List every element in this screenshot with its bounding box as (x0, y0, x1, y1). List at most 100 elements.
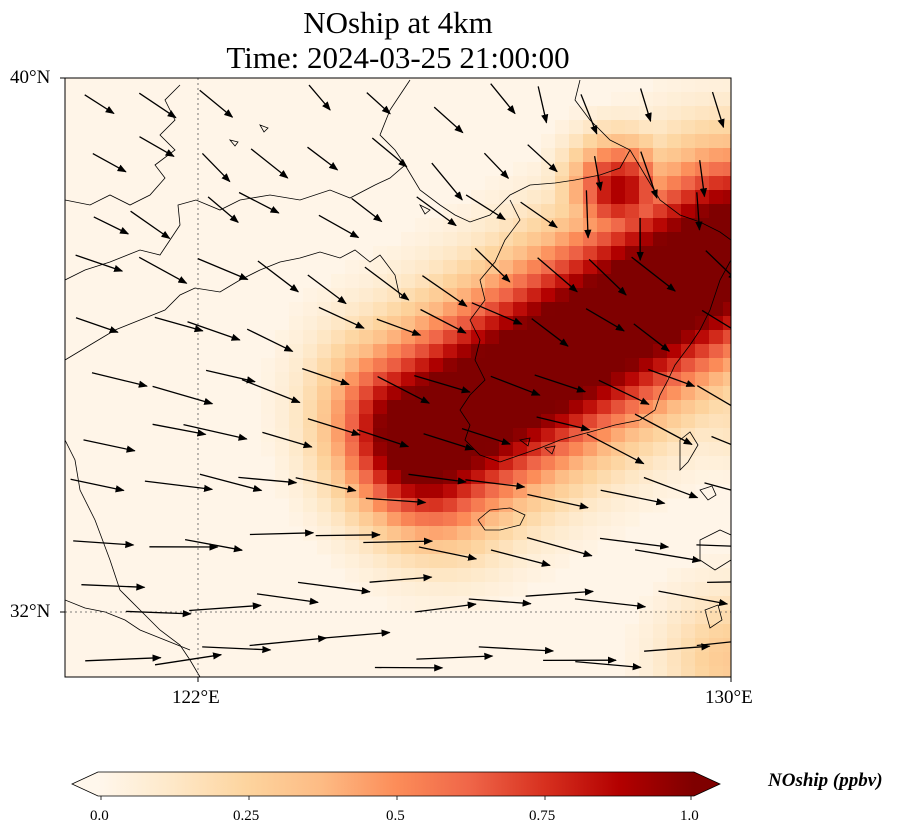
field-cell (569, 456, 584, 471)
field-cell (667, 106, 682, 121)
field-cell (681, 568, 696, 583)
field-cell (667, 92, 682, 107)
field-cell (373, 512, 388, 527)
field-cell (359, 414, 374, 429)
field-cell (541, 134, 556, 149)
field-cell (695, 134, 710, 149)
field-cell (401, 358, 416, 373)
field-cell (639, 344, 654, 359)
wind-arrow (423, 433, 475, 451)
field-cell (541, 456, 556, 471)
field-cell (583, 148, 598, 163)
field-cell (513, 498, 528, 513)
field-cell (555, 400, 570, 415)
field-cell (471, 372, 486, 387)
field-cell (569, 148, 584, 163)
wind-arrow (633, 323, 671, 352)
field-cell (653, 92, 668, 107)
field-cell (373, 540, 388, 555)
field-cell (499, 274, 514, 289)
field-cell (625, 218, 640, 233)
field-cell (639, 470, 654, 485)
wind-arrow (414, 601, 477, 613)
field-cell (387, 456, 402, 471)
field-cell (289, 442, 304, 457)
wind-arrow (295, 477, 357, 493)
field-cell (681, 274, 696, 289)
field-cell (541, 540, 556, 555)
field-cell (415, 498, 430, 513)
lon-tick-label-130E: 130°E (705, 687, 753, 708)
wind-arrow (318, 306, 365, 329)
chart-title: NOship at 4km (303, 5, 493, 40)
field-cell (303, 302, 318, 317)
field-cell (583, 120, 598, 135)
field-cell (359, 498, 374, 513)
gridlines (65, 78, 731, 677)
field-cell (569, 190, 584, 205)
coastline-korea-east (629, 149, 731, 241)
field-cell (485, 596, 500, 611)
field-cell (625, 92, 640, 107)
field-cell (555, 190, 570, 205)
field-cell (303, 512, 318, 527)
field-cell (443, 302, 458, 317)
field-cell (625, 274, 640, 289)
field-cell (443, 246, 458, 261)
field-cell (387, 568, 402, 583)
field-cell (401, 484, 416, 499)
wind-arrow (250, 148, 289, 179)
field-cell (709, 666, 724, 677)
field-cell (401, 386, 416, 401)
field-cell (485, 540, 500, 555)
wind-arrow (257, 260, 300, 293)
field-cell (471, 456, 486, 471)
field-cell (387, 330, 402, 345)
field-cell (387, 526, 402, 541)
field-cell (443, 428, 458, 443)
field-cell (639, 484, 654, 499)
field-cell (415, 246, 430, 261)
field-cell (317, 330, 332, 345)
field-cell (429, 582, 444, 597)
field-cell (499, 456, 514, 471)
map-panel[interactable] (65, 78, 772, 681)
field-cell (527, 372, 542, 387)
field-cell (653, 78, 668, 93)
lon-tick-label-122E: 122°E (172, 687, 220, 708)
wind-arrow (138, 256, 188, 284)
field-cell (611, 204, 626, 219)
field-cell (415, 512, 430, 527)
field-cell (261, 372, 276, 387)
field-cell (569, 358, 584, 373)
field-cell (401, 596, 416, 611)
field-cell (485, 470, 500, 485)
field-cell (429, 400, 444, 415)
field-cell (415, 400, 430, 415)
wind-arrow (144, 480, 214, 493)
field-cell (317, 512, 332, 527)
field-cell (471, 288, 486, 303)
field-cell (443, 414, 458, 429)
field-cell (527, 442, 542, 457)
wind-arrow (468, 598, 532, 607)
field-cell (639, 456, 654, 471)
field-cell (527, 162, 542, 177)
field-cell (443, 344, 458, 359)
field-cell (499, 386, 514, 401)
field-cell (709, 610, 724, 625)
wind-arrow (644, 643, 711, 652)
field-cell (681, 582, 696, 597)
field-cell (457, 358, 472, 373)
field-cell (513, 204, 528, 219)
wind-arrow (376, 318, 422, 336)
field-cell (569, 470, 584, 485)
field-cell (289, 358, 304, 373)
field-cell (457, 204, 472, 219)
field-cell (429, 596, 444, 611)
field-cell (471, 344, 486, 359)
field-cell (485, 288, 500, 303)
field-cell (457, 414, 472, 429)
field-cell (611, 386, 626, 401)
field-cell (499, 414, 514, 429)
